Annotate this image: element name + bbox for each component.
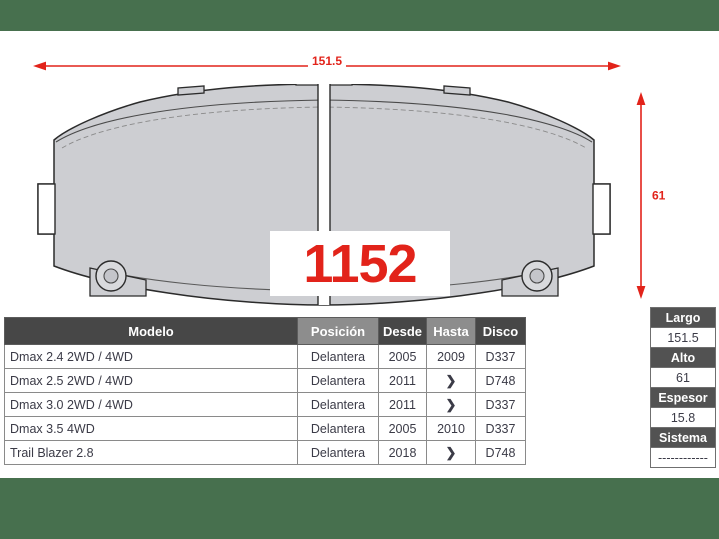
table-row: Dmax 2.4 2WD / 4WD Delantera 2005 2009 D337 [4, 344, 526, 369]
spec-key-espesor: Espesor [650, 387, 716, 408]
cell-model: Dmax 3.5 4WD [4, 416, 298, 441]
cell-disc: D337 [475, 344, 526, 369]
cell-from: 2011 [378, 392, 427, 417]
table-row: Trail Blazer 2.8 Delantera 2018 ❯ D748 [4, 440, 526, 465]
brake-pad-drawing: 1152 [28, 77, 620, 310]
cell-to: ❯ [426, 440, 476, 465]
table-body: Dmax 2.4 2WD / 4WD Delantera 2005 2009 D337 D… [4, 344, 526, 465]
rivet-right [501, 260, 559, 297]
cell-position: Delantera [297, 416, 379, 441]
height-dimension-label: 61 [650, 188, 668, 203]
table-row: Dmax 2.5 2WD / 4WD Delantera 2011 ❯ D748 [4, 368, 526, 393]
table-header-row: Modelo Posición Desde Hasta Disco [4, 317, 526, 345]
header-hasta: Hasta [426, 317, 476, 345]
spec-key-largo: Largo [650, 307, 716, 328]
chevron-right-icon: ❯ [445, 444, 457, 460]
spec-value-sistema: ------------ [650, 447, 716, 468]
height-dimension-annotation: 61 [632, 92, 668, 299]
compatibility-table: Modelo Posición Desde Hasta Disco Dmax 2… [4, 317, 526, 465]
table-row: Dmax 3.5 4WD Delantera 2005 2010 D337 [4, 416, 526, 441]
cell-model: Dmax 2.5 2WD / 4WD [4, 368, 298, 393]
cell-from: 2005 [378, 344, 427, 369]
specification-panel: Largo 151.5 Alto 61 Espesor 15.8 Sistema… [650, 307, 716, 468]
cell-model: Trail Blazer 2.8 [4, 440, 298, 465]
cell-model: Dmax 3.0 2WD / 4WD [4, 392, 298, 417]
cell-to: 2010 [426, 416, 476, 441]
spec-value-espesor: 15.8 [650, 407, 716, 428]
spec-value-alto: 61 [650, 367, 716, 388]
header-modelo: Modelo [4, 317, 298, 345]
cell-position: Delantera [297, 392, 379, 417]
cell-to: ❯ [426, 392, 476, 417]
cell-disc: D748 [475, 368, 526, 393]
chevron-right-icon: ❯ [445, 396, 457, 412]
cell-from: 2018 [378, 440, 427, 465]
cell-position: Delantera [297, 440, 379, 465]
header-posicion: Posición [297, 317, 379, 345]
width-dimension-annotation: 151.5 [33, 54, 621, 75]
header-desde: Desde [378, 317, 427, 345]
cell-to: 2009 [426, 344, 476, 369]
cell-to: ❯ [426, 368, 476, 393]
height-arrow-icon [636, 92, 646, 299]
chevron-right-icon: ❯ [445, 372, 457, 388]
cell-from: 2005 [378, 416, 427, 441]
cell-disc: D337 [475, 416, 526, 441]
top-green-band [0, 0, 719, 31]
cell-position: Delantera [297, 368, 379, 393]
cell-position: Delantera [297, 344, 379, 369]
cell-disc: D748 [475, 440, 526, 465]
spec-key-sistema: Sistema [650, 427, 716, 448]
table-row: Dmax 3.0 2WD / 4WD Delantera 2011 ❯ D337 [4, 392, 526, 417]
width-dimension-label: 151.5 [307, 54, 347, 68]
bottom-green-band [0, 478, 719, 539]
cell-from: 2011 [378, 368, 427, 393]
rivet-left [89, 260, 147, 297]
spec-value-largo: 151.5 [650, 327, 716, 348]
spec-key-alto: Alto [650, 347, 716, 368]
cell-disc: D337 [475, 392, 526, 417]
part-number-label: 1152 [270, 231, 450, 296]
cell-model: Dmax 2.4 2WD / 4WD [4, 344, 298, 369]
header-disco: Disco [475, 317, 526, 345]
